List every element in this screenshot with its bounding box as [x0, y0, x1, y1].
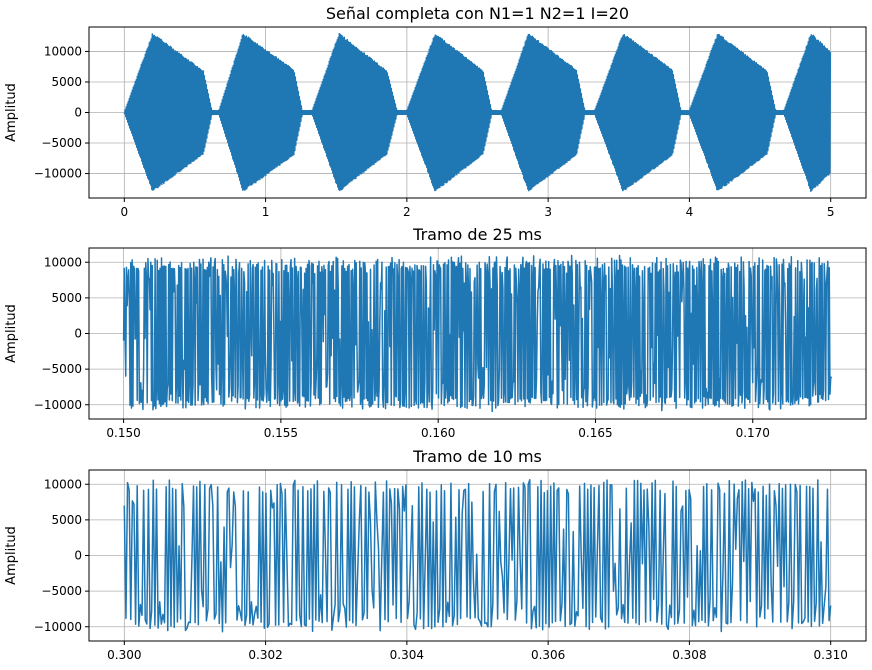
signal-line: [123, 479, 832, 633]
subplot-2: Tramo de 25 ms 0.150 0.155 0.160 0.165 0.170 −…: [4, 225, 867, 440]
signal-line: [122, 254, 833, 413]
y-tick-label: −10000: [34, 398, 82, 412]
x-tick-label: 1: [262, 205, 270, 219]
subplot-3: Tramo de 10 ms 0.300 0.302 0.304 0.306 0.308 0…: [4, 447, 867, 662]
chart-title: Señal completa con N1=1 N2=1 I=20: [326, 4, 629, 23]
x-tick-label: 0: [120, 205, 128, 219]
y-tick-label: 0: [74, 549, 82, 563]
x-tick-label: 0.302: [248, 648, 282, 662]
x-tick-label: 0.165: [578, 426, 612, 440]
signal-line: [123, 33, 832, 192]
x-tick-label: 0.160: [421, 426, 455, 440]
chart-title: Tramo de 10 ms: [412, 447, 542, 466]
y-tick-label: 0: [74, 106, 82, 120]
y-tick-label: 5000: [51, 513, 82, 527]
y-tick-label: −5000: [41, 362, 82, 376]
y-tick-label: 5000: [51, 291, 82, 305]
x-tick-label: 0.155: [264, 426, 298, 440]
x-tick-label: 4: [686, 205, 694, 219]
x-tick-label: 2: [403, 205, 411, 219]
y-axis-label: Amplitud: [4, 83, 19, 142]
x-tick-label: 5: [827, 205, 835, 219]
x-tick-label: 0.150: [106, 426, 140, 440]
y-tick-label: 10000: [44, 477, 82, 491]
x-tick-label: 0.306: [531, 648, 565, 662]
x-tick-label: 3: [544, 205, 552, 219]
x-tick-label: 0.300: [107, 648, 141, 662]
y-tick-label: −10000: [34, 167, 82, 181]
y-tick-label: −10000: [34, 620, 82, 634]
y-tick-label: −5000: [41, 136, 82, 150]
y-tick-label: 10000: [44, 44, 82, 58]
x-tick-label: 0.308: [672, 648, 706, 662]
y-tick-label: 0: [74, 327, 82, 341]
y-axis-label: Amplitud: [4, 304, 19, 363]
subplot-1: Señal completa con N1=1 N2=1 I=20 0 1 2 3 4 5 −…: [4, 4, 867, 219]
x-tick-label: 0.170: [736, 426, 770, 440]
y-tick-label: 5000: [51, 75, 82, 89]
y-tick-label: 10000: [44, 255, 82, 269]
x-tick-label: 0.304: [390, 648, 424, 662]
x-tick-label: 0.310: [814, 648, 848, 662]
chart-title: Tramo de 25 ms: [412, 225, 542, 244]
y-axis-label: Amplitud: [4, 526, 19, 585]
y-tick-label: −5000: [41, 584, 82, 598]
